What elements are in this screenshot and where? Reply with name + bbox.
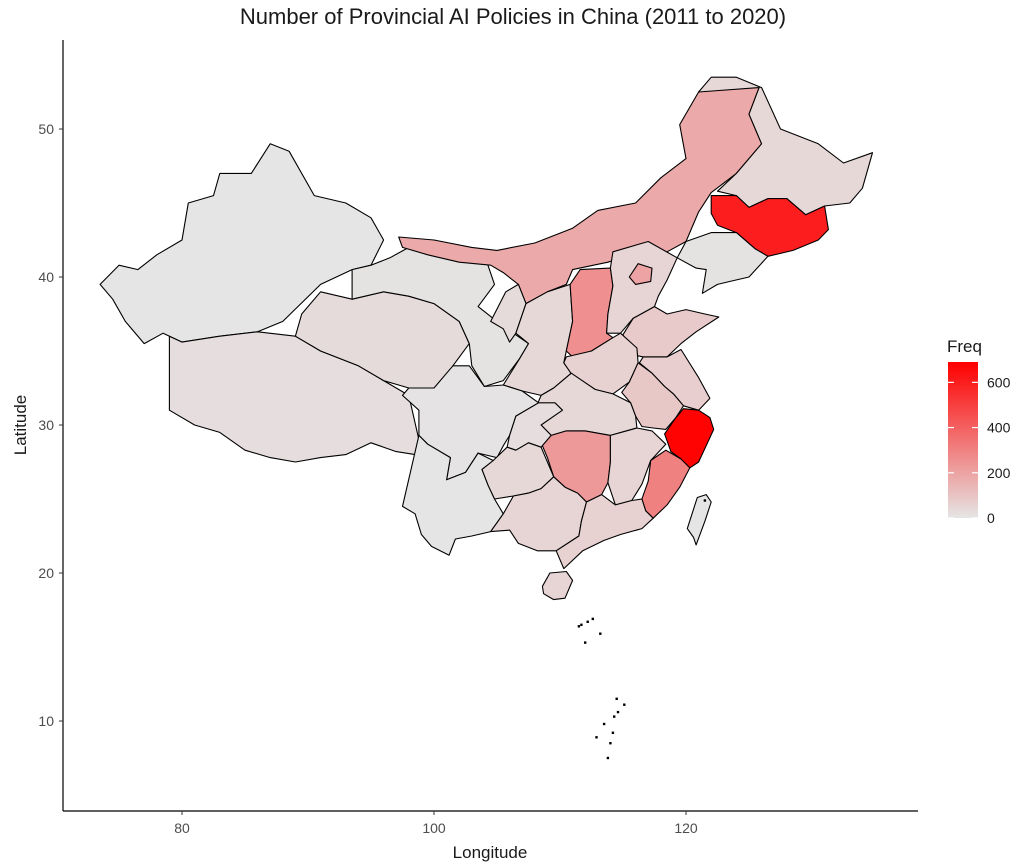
y-tick-label: 20 xyxy=(38,565,54,581)
island-speck xyxy=(580,623,583,626)
island-speck xyxy=(703,499,707,502)
region-beijing xyxy=(628,263,653,285)
islands-layer xyxy=(577,499,707,760)
y-tick-label: 50 xyxy=(38,121,54,137)
x-tick-label: 80 xyxy=(174,820,190,836)
island-speck xyxy=(584,641,587,644)
region-shanxi xyxy=(565,267,614,358)
island-speck xyxy=(613,715,616,718)
y-tick-label: 10 xyxy=(38,713,54,729)
legend-ticks: 0 200 400 600 xyxy=(948,374,1011,526)
chart-title: Number of Provincial AI Policies in Chin… xyxy=(239,4,787,29)
region-yunnan xyxy=(401,434,504,556)
ticks-layer: 80 100 120 10 20 30 40 50 xyxy=(38,121,697,836)
x-axis-title: Longitude xyxy=(453,843,528,862)
region-jilin xyxy=(710,195,829,257)
region-liaoning xyxy=(676,232,769,294)
y-axis-title: Latitude xyxy=(11,395,30,456)
region-guangxi xyxy=(490,476,588,552)
legend-tick-label: 400 xyxy=(987,420,1011,436)
region-tibet xyxy=(168,331,420,463)
legend-tick-label: 600 xyxy=(987,374,1011,390)
y-tick-label: 30 xyxy=(38,417,54,433)
legend-tick-label: 0 xyxy=(987,510,995,526)
island-speck xyxy=(577,625,581,628)
legend-colorbar xyxy=(948,362,978,518)
island-speck xyxy=(599,632,602,635)
island-speck xyxy=(591,617,594,621)
region-hainan xyxy=(541,570,574,601)
x-tick-label: 120 xyxy=(674,820,698,836)
x-tick-label: 100 xyxy=(422,820,446,836)
island-speck xyxy=(606,756,610,760)
island-speck xyxy=(595,736,598,739)
legend: Freq 0 200 400 600 xyxy=(947,337,1011,526)
region-jiangxi xyxy=(607,427,667,506)
region-guangdong xyxy=(555,494,654,570)
island-speck xyxy=(615,697,618,700)
island-speck xyxy=(609,742,612,745)
island-speck xyxy=(623,703,626,706)
island-speck xyxy=(616,710,620,714)
legend-tick-label: 200 xyxy=(987,465,1011,481)
regions-layer xyxy=(99,76,874,601)
legend-title: Freq xyxy=(947,337,982,356)
island-speck xyxy=(602,722,606,726)
island-speck xyxy=(586,620,589,623)
region-inner-mongolia xyxy=(398,84,763,305)
island-speck xyxy=(611,731,615,734)
region-taiwan xyxy=(686,494,712,546)
y-tick-label: 40 xyxy=(38,269,54,285)
